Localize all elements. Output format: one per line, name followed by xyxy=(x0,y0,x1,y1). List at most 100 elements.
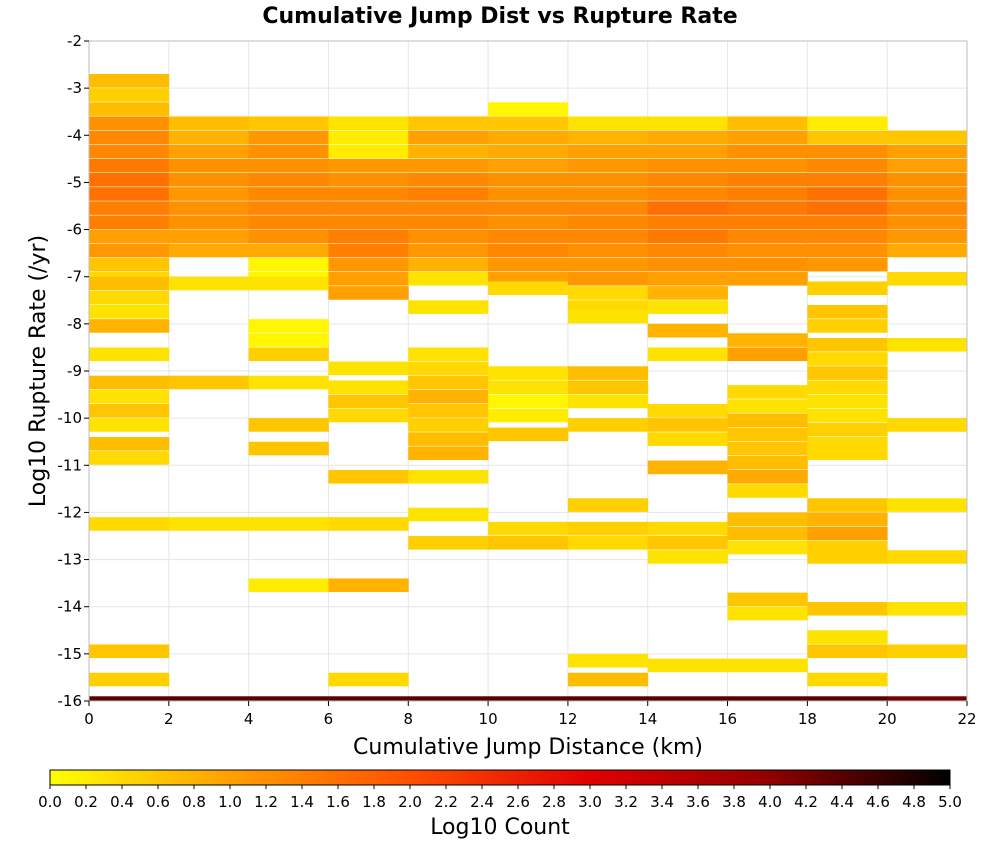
heatmap-cell xyxy=(89,144,170,159)
heatmap-cell xyxy=(408,272,489,286)
heatmap-cell xyxy=(887,602,968,616)
heatmap-cell xyxy=(807,158,888,173)
heatmap-cell xyxy=(89,215,170,230)
heatmap-cell xyxy=(807,338,888,352)
heatmap-cell xyxy=(328,380,409,395)
colorbar-tick-label: 4.2 xyxy=(794,793,818,811)
x-tick-label: 0 xyxy=(84,710,94,728)
heatmap-cell xyxy=(248,215,329,230)
heatmap-cell xyxy=(89,389,170,404)
heatmap-cell xyxy=(408,418,489,432)
x-tick-label: 6 xyxy=(324,710,334,728)
heatmap-cell xyxy=(887,201,968,215)
heatmap-cell xyxy=(567,116,649,131)
colorbar-tick-label: 5.0 xyxy=(938,793,962,811)
heatmap-cell xyxy=(89,375,170,390)
heatmap-cell xyxy=(168,243,250,258)
heatmap-cell xyxy=(807,644,888,659)
heatmap-cell xyxy=(887,158,968,173)
heatmap-cell xyxy=(647,257,728,272)
heatmap-cell xyxy=(647,658,728,673)
heatmap-cell xyxy=(89,517,170,531)
heatmap-cell xyxy=(727,144,808,159)
heatmap-cell xyxy=(408,257,489,272)
heatmap-cell xyxy=(408,536,489,550)
heatmap-cell xyxy=(248,441,329,456)
heatmap-cell xyxy=(488,201,569,215)
heatmap-cell xyxy=(488,366,569,380)
colorbar-tick-label: 3.0 xyxy=(578,793,602,811)
x-tick-label: 22 xyxy=(957,710,976,728)
heatmap-cells xyxy=(89,74,968,702)
y-tick-label: -2 xyxy=(67,32,82,50)
heatmap-cell xyxy=(408,173,489,187)
heatmap-cell xyxy=(567,286,649,300)
heatmap-cell xyxy=(488,521,569,536)
colorbar-tick-label: 0.0 xyxy=(38,793,62,811)
heatmap-cell xyxy=(887,229,968,244)
heatmap-cell xyxy=(89,201,170,215)
heatmap-cell xyxy=(89,257,170,272)
heatmap-cell xyxy=(807,602,888,616)
heatmap-cell xyxy=(647,144,728,159)
heatmap-cell xyxy=(807,130,888,145)
heatmap-cell xyxy=(89,644,170,659)
heatmap-cell xyxy=(488,102,569,116)
x-tick-label: 8 xyxy=(403,710,413,728)
heatmap-cell xyxy=(727,606,808,621)
heatmap-cell xyxy=(567,243,649,258)
heatmap-cell xyxy=(567,394,649,409)
colorbar-tick-label: 2.4 xyxy=(470,793,494,811)
heatmap-cell xyxy=(248,418,329,432)
heatmap-cell xyxy=(647,116,728,131)
x-tick-label: 18 xyxy=(798,710,817,728)
heatmap-cell xyxy=(168,276,250,291)
heatmap-cell xyxy=(727,592,808,607)
heatmap-cell xyxy=(807,229,888,244)
heatmap-cell xyxy=(488,394,569,409)
colorbar-tick-label: 0.8 xyxy=(182,793,206,811)
heatmap-cell xyxy=(328,116,409,131)
heatmap-cell xyxy=(89,116,170,131)
heatmap-cell xyxy=(248,158,329,173)
heatmap-cell xyxy=(168,201,250,215)
heatmap-cell xyxy=(408,389,489,404)
colorbar-tick-label: 1.8 xyxy=(362,793,386,811)
heatmap-cell xyxy=(408,158,489,173)
heatmap-cell xyxy=(408,446,489,461)
heatmap-cell xyxy=(248,578,329,593)
heatmap-cell xyxy=(488,130,569,145)
heatmap-cell xyxy=(567,366,649,380)
heatmap-cell xyxy=(807,672,888,687)
heatmap-cell xyxy=(567,536,649,550)
heatmap-cell xyxy=(248,201,329,215)
heatmap-cell xyxy=(647,158,728,173)
heatmap-cell xyxy=(727,455,808,470)
heatmap-cell xyxy=(248,243,329,258)
heatmap-cell xyxy=(647,347,728,362)
heatmap-cell xyxy=(887,338,968,352)
heatmap-cell xyxy=(89,347,170,362)
heatmap-cell xyxy=(567,696,649,702)
y-tick-label: -15 xyxy=(58,645,83,663)
heatmap-cell xyxy=(727,427,808,442)
heatmap-cell xyxy=(488,696,569,702)
heatmap-cell xyxy=(488,427,569,442)
heatmap-cell xyxy=(727,243,808,258)
y-tick-label: -3 xyxy=(67,79,82,97)
heatmap-cell xyxy=(488,257,569,272)
heatmap-cell xyxy=(807,446,888,461)
heatmap-cell xyxy=(328,408,409,423)
colorbar xyxy=(49,769,951,786)
heatmap-cell xyxy=(488,229,569,244)
heatmap-cell xyxy=(488,281,569,296)
heatmap-cell xyxy=(647,418,728,432)
heatmap-cell xyxy=(328,578,409,593)
heatmap-cell xyxy=(807,526,888,541)
heatmap-cell xyxy=(89,243,170,258)
heatmap-cell xyxy=(807,144,888,159)
heatmap-cell xyxy=(248,375,329,390)
colorbar-tick-label: 1.0 xyxy=(218,793,242,811)
y-tick-label: -10 xyxy=(58,409,83,427)
